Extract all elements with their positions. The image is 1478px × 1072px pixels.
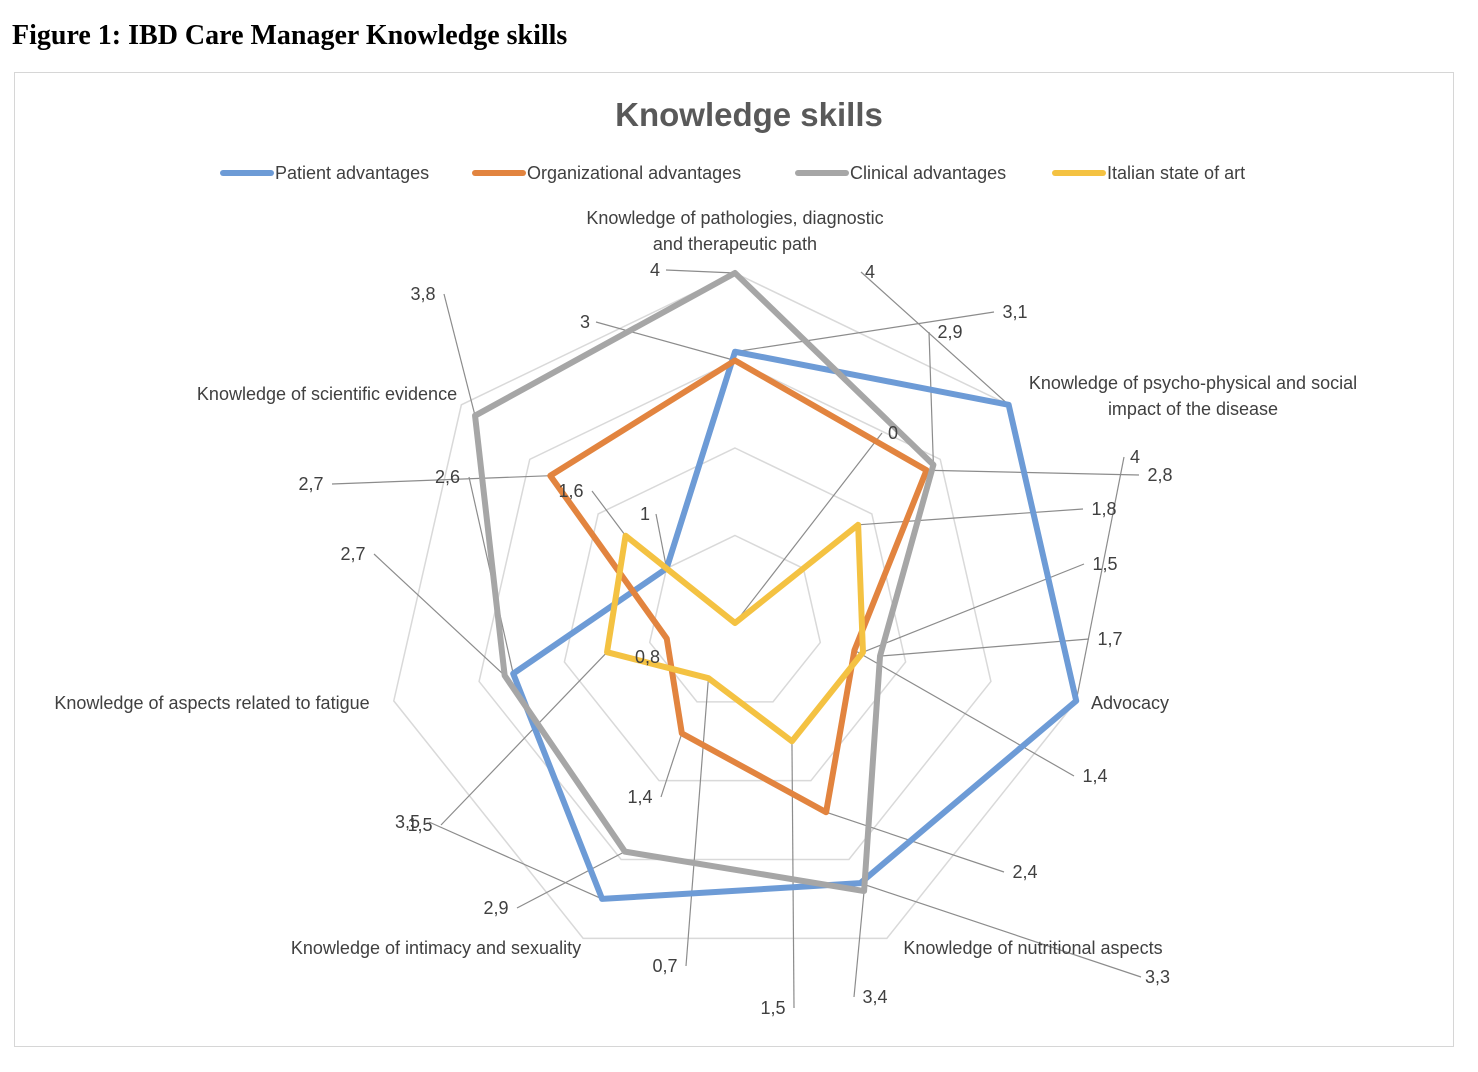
category-label-5: Knowledge of intimacy and sexuality <box>291 938 581 958</box>
leader-line <box>879 638 1090 657</box>
legend-label-clinical-advantages: Clinical advantages <box>850 163 1006 183</box>
leader-line <box>595 321 736 362</box>
legend-label-patient-advantages: Patient advantages <box>275 163 429 183</box>
data-label-italian-state-of-art: 1,6 <box>558 481 583 501</box>
leader-line <box>440 651 608 826</box>
data-label-italian-state-of-art: 0,7 <box>652 956 677 976</box>
data-label-patient-advantages: 3,5 <box>395 812 420 832</box>
leader-line <box>860 882 1142 978</box>
leader-line <box>443 293 476 416</box>
figure-caption: Figure 1: IBD Care Manager Knowledge ski… <box>12 20 568 51</box>
legend: Patient advantages Organizational advanta… <box>220 163 1245 183</box>
legend-label-italian-state-of-art: Italian state of art <box>1107 163 1245 183</box>
data-label-organizational-advantages: 2,4 <box>1012 862 1037 882</box>
data-label-clinical-advantages: 2,9 <box>937 322 962 342</box>
data-label-organizational-advantages: 1,4 <box>627 787 652 807</box>
leader-line <box>853 890 865 998</box>
data-label-italian-state-of-art: 1,5 <box>407 815 432 835</box>
leader-line <box>734 311 995 353</box>
leader-line <box>660 733 683 798</box>
chart-frame: Knowledge skills Patient advantages Organ… <box>14 72 1454 1047</box>
data-label-italian-state-of-art: 1,8 <box>1091 499 1116 519</box>
series-italian-state-of-art <box>604 521 866 745</box>
data-label-organizational-advantages: 0,8 <box>635 647 660 667</box>
leader-line <box>854 649 1075 777</box>
data-label-clinical-advantages: 1,7 <box>1097 629 1122 649</box>
data-label-clinical-advantages: 2,9 <box>483 898 508 918</box>
data-label-italian-state-of-art: 1,5 <box>760 998 785 1018</box>
data-label-organizational-advantages: 1,4 <box>1082 766 1107 786</box>
data-label-organizational-advantages: 3 <box>580 312 590 332</box>
series-patient-advantages <box>510 348 1080 902</box>
data-label-organizational-advantages: 2,8 <box>1147 465 1172 485</box>
data-label-organizational-advantages: 2,7 <box>298 474 323 494</box>
leader-line <box>331 475 551 485</box>
category-label-7: Knowledge of scientific evidence <box>197 384 457 404</box>
data-label-clinical-advantages: 4 <box>650 260 660 280</box>
series-layer <box>472 270 1080 902</box>
category-label-2: Knowledge of psycho-physical and social i… <box>1029 373 1357 419</box>
leader-line <box>825 811 1005 873</box>
leader-line <box>734 432 883 624</box>
leader-line <box>860 271 1010 406</box>
data-label-italian-state-of-art: 1,5 <box>1092 554 1117 574</box>
category-label-4: Knowledge of nutritional aspects <box>903 938 1162 958</box>
radar-chart: Knowledge skills Patient advantages Organ… <box>54 96 1357 1018</box>
series-clinical-advantages <box>472 270 937 895</box>
leader-lines <box>331 269 1142 1009</box>
data-label-italian-state-of-art: 0 <box>888 423 898 443</box>
chart-title: Knowledge skills <box>615 96 883 133</box>
leader-line <box>373 553 506 677</box>
legend-label-organizational-advantages: Organizational advantages <box>527 163 741 183</box>
grid-ring-3 <box>478 359 992 861</box>
data-label-patient-advantages: 3,1 <box>1002 302 1027 322</box>
leader-line <box>685 678 710 967</box>
leader-line <box>791 741 795 1009</box>
category-labels: Knowledge of pathologies, diagnostic and … <box>54 208 1357 958</box>
data-label-patient-advantages: 4 <box>865 262 875 282</box>
series-organizational-advantages <box>547 357 930 816</box>
category-label-1: Knowledge of pathologies, diagnostic and … <box>586 208 883 254</box>
category-label-3: Advocacy <box>1091 693 1169 713</box>
leader-line <box>665 269 736 274</box>
leader-line <box>591 490 627 537</box>
data-label-clinical-advantages: 3,8 <box>410 284 435 304</box>
leader-line <box>428 821 603 900</box>
data-label-clinical-advantages: 3,4 <box>862 987 887 1007</box>
leader-line <box>1075 456 1125 701</box>
leader-line <box>655 513 668 569</box>
leader-line <box>928 331 934 465</box>
leader-line <box>858 508 1084 526</box>
data-label-patient-advantages: 2,6 <box>435 467 460 487</box>
leader-line <box>516 851 626 909</box>
data-label-patient-advantages: 4 <box>1130 447 1140 467</box>
leader-line <box>926 469 1140 476</box>
category-label-6: Knowledge of aspects related to fatigue <box>54 693 369 713</box>
data-label-clinical-advantages: 2,7 <box>340 544 365 564</box>
data-labels: 3,1 4 4 3,3 3,5 2,6 1 3 2,8 1,4 2,4 1,4 0,8 2,7 4 2,9 1,… <box>298 260 1172 1018</box>
data-label-patient-advantages: 1 <box>640 504 650 524</box>
data-label-patient-advantages: 3,3 <box>1145 967 1170 987</box>
